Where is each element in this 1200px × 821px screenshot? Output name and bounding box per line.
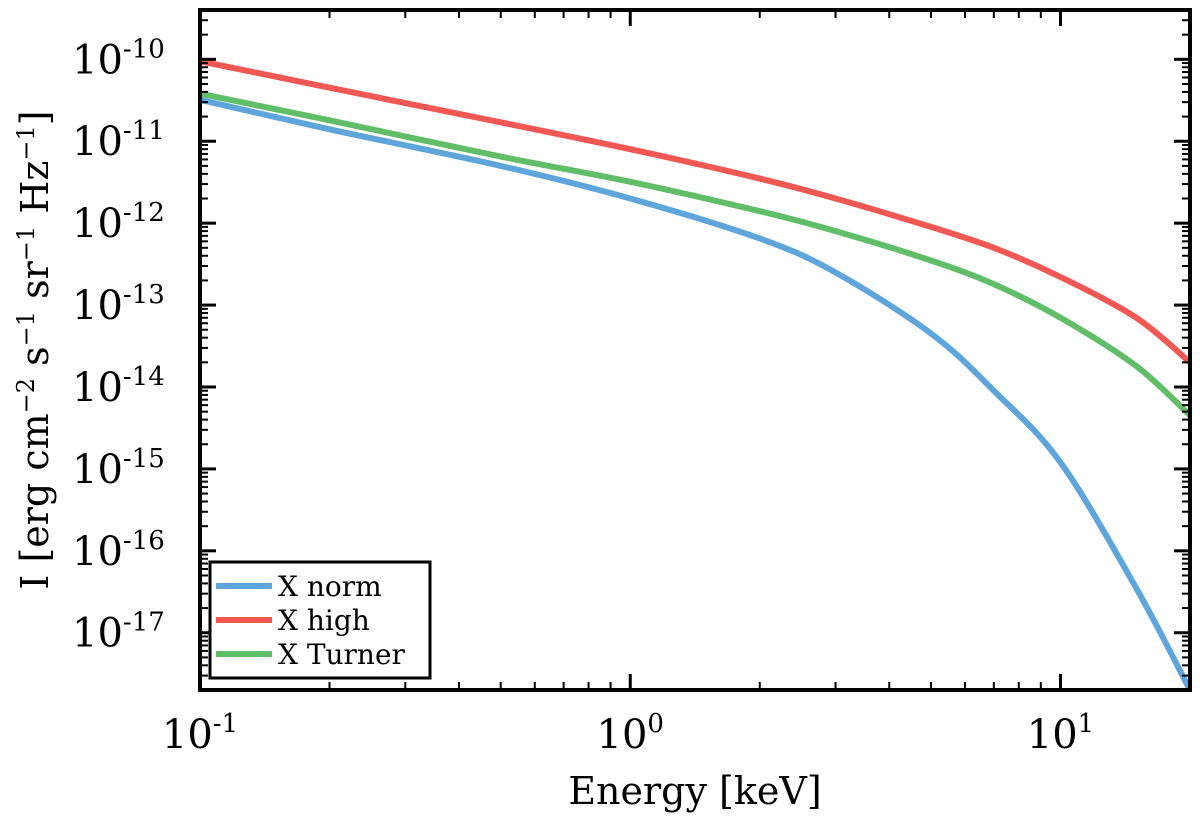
y-tick-label: 10-14 — [72, 362, 165, 411]
series-line-x-high — [200, 58, 1190, 365]
legend: X norm X high X Turner — [208, 560, 432, 680]
y-tick-label: 10-10 — [72, 34, 165, 83]
series-layer — [200, 58, 1190, 690]
y-tick-labels: 10-10 10-11 10-12 10-13 10-14 10-15 10-16 10-17 — [72, 34, 165, 656]
series-line-x-norm — [200, 96, 1190, 690]
x-axis-title: Energy [keV] — [568, 769, 821, 813]
x-tick-label: 101 — [1027, 709, 1094, 758]
series-line-x-turner — [200, 90, 1190, 418]
y-tick-label: 10-13 — [72, 280, 165, 329]
y-tick-label: 10-12 — [72, 198, 165, 247]
plot-frame — [198, 8, 1192, 692]
legend-label-x-norm: X norm — [278, 570, 382, 603]
y-tick-label: 10-15 — [72, 444, 165, 493]
y-axis-title: I [erg cm−2 s−1 sr−1 Hz−1] — [12, 110, 57, 589]
y-tick-label: 10-16 — [72, 526, 165, 575]
legend-label-x-turner: X Turner — [278, 638, 406, 671]
legend-label-x-high: X high — [278, 604, 370, 637]
x-tick-label: 100 — [597, 709, 664, 758]
x-tick-labels: 10-1 100 101 — [162, 709, 1094, 758]
y-tick-label: 10-11 — [72, 116, 165, 165]
y-tick-label: 10-17 — [72, 608, 165, 657]
x-tick-label: 10-1 — [162, 709, 238, 758]
